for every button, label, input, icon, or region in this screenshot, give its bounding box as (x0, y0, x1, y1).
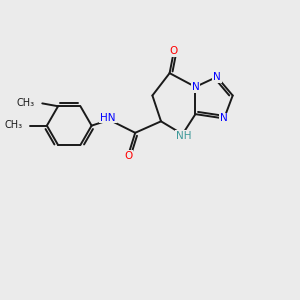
Text: HN: HN (100, 112, 116, 123)
Text: O: O (170, 46, 178, 56)
Text: NH: NH (176, 131, 192, 141)
Text: CH₃: CH₃ (17, 98, 35, 108)
Text: N: N (191, 82, 199, 92)
Text: CH₃: CH₃ (4, 120, 22, 130)
Text: N: N (220, 113, 228, 124)
Text: O: O (124, 151, 132, 161)
Text: N: N (213, 72, 221, 82)
